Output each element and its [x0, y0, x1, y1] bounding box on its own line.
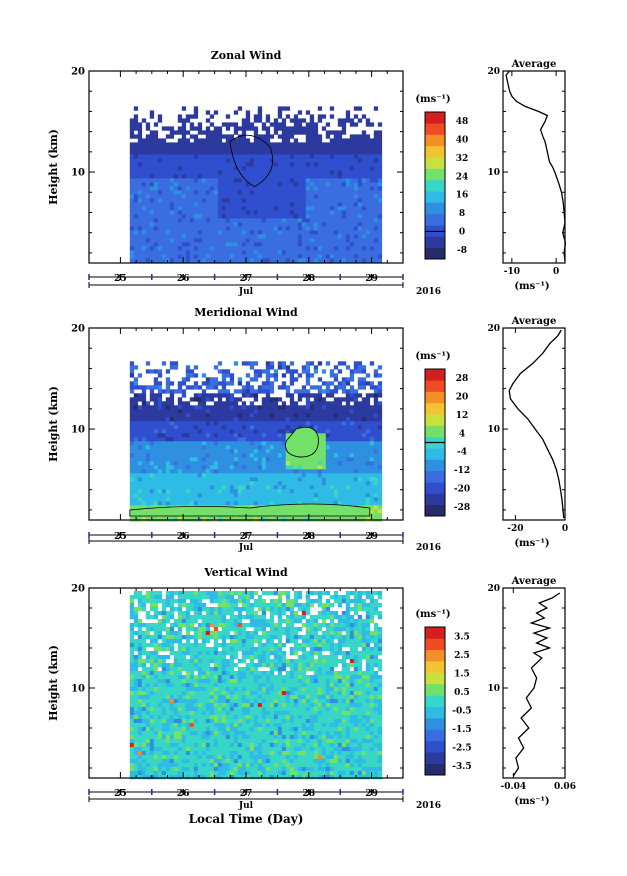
x-tick-label: 25	[114, 789, 127, 799]
average-profile-line	[505, 70, 567, 262]
avg-x-axis-label: (ms⁻¹)	[514, 281, 549, 292]
month-label: Jul	[238, 287, 254, 297]
avg-x-tick-label: -10	[504, 267, 520, 277]
y-tick-label: 20	[71, 584, 85, 595]
average-profile-line	[512, 592, 561, 777]
colorbar-tick-label: -2.5	[452, 743, 471, 753]
colorbar: -3.5 -2.5 -1.5 -0.5 0.5 1.5 2.5 3.5 (ms⁻¹)	[415, 609, 472, 776]
x-tick-label: 26	[177, 789, 190, 799]
colorbar-tick-label: 48	[456, 117, 469, 127]
x-tick-label: 26	[177, 274, 190, 284]
zero-contour-low	[129, 503, 371, 517]
zero-contour	[229, 134, 274, 188]
heatmap-cells	[129, 591, 383, 780]
colorbar-tick-label: 20	[456, 393, 469, 403]
x-tick-label: 28	[303, 274, 316, 284]
average-title: Average	[511, 316, 557, 327]
colorbar-tick-label: 2.5	[454, 651, 470, 661]
average-title: Average	[511, 59, 557, 70]
average-title: Average	[511, 576, 557, 587]
colorbar-tick-label: 40	[456, 136, 469, 146]
colorbar-tick-label: -28	[454, 503, 470, 513]
x-axis-label: Local Time (Day)	[189, 812, 304, 826]
colorbar-tick-label: 4	[459, 429, 465, 439]
colorbar-tick-label: 0.5	[454, 688, 470, 698]
zero-contour	[285, 426, 319, 458]
colorbar-tick-label: 3.5	[454, 632, 470, 642]
colorbar-unit: (ms⁻¹)	[415, 94, 450, 105]
colorbar-tick-label: 32	[456, 154, 469, 164]
year-label: 2016	[416, 801, 441, 811]
avg-y-tick-label: 10	[487, 684, 500, 694]
colorbar-tick-label: 1.5	[454, 669, 470, 679]
average-profile-line	[508, 329, 565, 519]
x-tick-label: 26	[177, 532, 190, 542]
colorbar: -8 0 8 16 24 32 40 48 (ms⁻¹)	[415, 94, 469, 260]
year-label: 2016	[416, 287, 441, 297]
panel-title: Vertical Wind	[203, 566, 288, 579]
x-tick-label: 27	[240, 532, 253, 542]
avg-y-tick-label: 10	[487, 425, 500, 435]
colorbar-unit: (ms⁻¹)	[415, 351, 450, 362]
colorbar-tick-label: 24	[456, 172, 469, 182]
panel-zonal: Zonal Wind 10 20 Height (km) 25 26 27 28 29 Jul 20…	[47, 49, 567, 297]
average-profile: Average 10 20 -10 0 (ms⁻¹)	[487, 59, 567, 292]
y-tick-label: 20	[71, 324, 85, 335]
y-axis-label: Height (km)	[47, 129, 60, 205]
y-tick-label: 20	[71, 67, 85, 78]
avg-y-tick-label: 20	[487, 584, 500, 594]
x-tick-label: 27	[240, 274, 253, 284]
x-tick-label: 29	[365, 789, 378, 799]
colorbar-tick-label: -8	[457, 246, 467, 256]
colorbar-unit: (ms⁻¹)	[415, 609, 450, 620]
x-tick-label: 27	[240, 789, 253, 799]
y-tick-label: 10	[71, 168, 85, 179]
avg-y-tick-label: 10	[487, 168, 500, 178]
x-tick-label: 28	[303, 532, 316, 542]
month-label: Jul	[238, 543, 254, 553]
colorbar-tick-label: 8	[459, 209, 465, 219]
colorbar-tick-label: -3.5	[452, 762, 471, 772]
colorbar-tick-label: 28	[456, 374, 469, 384]
panel-meridional: Meridional Wind 10 20 Height (km) 25 26 27 28 29…	[47, 306, 568, 553]
x-tick-label: 28	[303, 789, 316, 799]
avg-y-tick-label: 20	[487, 67, 500, 77]
avg-x-tick-label: -20	[507, 524, 523, 534]
y-axis-label: Height (km)	[47, 386, 60, 462]
colorbar-tick-label: -1.5	[452, 725, 471, 735]
colorbar-tick-label: -12	[454, 466, 470, 476]
month-label: Jul	[238, 801, 254, 811]
avg-x-tick-label: 0	[553, 267, 559, 277]
panel-title: Zonal Wind	[211, 49, 282, 62]
average-profile: Average 10 20 -0.04 0.06 (ms⁻¹)	[487, 576, 575, 807]
colorbar: -28 -20 -12 -4 4 12 20 28 (ms⁻¹)	[415, 351, 470, 517]
colorbar-tick-label: 12	[456, 411, 469, 421]
colorbar-tick-label: -4	[457, 448, 467, 458]
panel-vertical: Vertical Wind 10 20 Height (km) 25 26 27 28 29 Ju…	[47, 566, 576, 811]
avg-x-tick-label: -0.04	[501, 782, 527, 792]
heatmap-cells	[129, 106, 383, 263]
x-tick-label: 25	[114, 274, 127, 284]
avg-x-tick-label: 0.06	[554, 782, 576, 792]
x-tick-label: 29	[365, 274, 378, 284]
average-profile: Average 10 20 -20 0 (ms⁻¹)	[487, 316, 568, 549]
avg-y-tick-label: 20	[487, 324, 500, 334]
avg-x-tick-label: 0	[562, 524, 568, 534]
colorbar-tick-label: 16	[456, 191, 469, 201]
panel-title: Meridional Wind	[194, 306, 298, 319]
heatmap-cells	[129, 361, 383, 522]
year-label: 2016	[416, 543, 441, 553]
colorbar-tick-label: -0.5	[452, 706, 471, 716]
y-tick-label: 10	[71, 684, 85, 695]
y-tick-label: 10	[71, 425, 85, 436]
avg-x-axis-label: (ms⁻¹)	[514, 796, 549, 807]
colorbar-tick-label: 0	[459, 227, 465, 237]
x-tick-label: 29	[365, 532, 378, 542]
y-axis-label: Height (km)	[47, 645, 60, 721]
x-tick-label: 25	[114, 532, 127, 542]
colorbar-tick-label: -20	[454, 484, 470, 494]
avg-x-axis-label: (ms⁻¹)	[514, 538, 549, 549]
